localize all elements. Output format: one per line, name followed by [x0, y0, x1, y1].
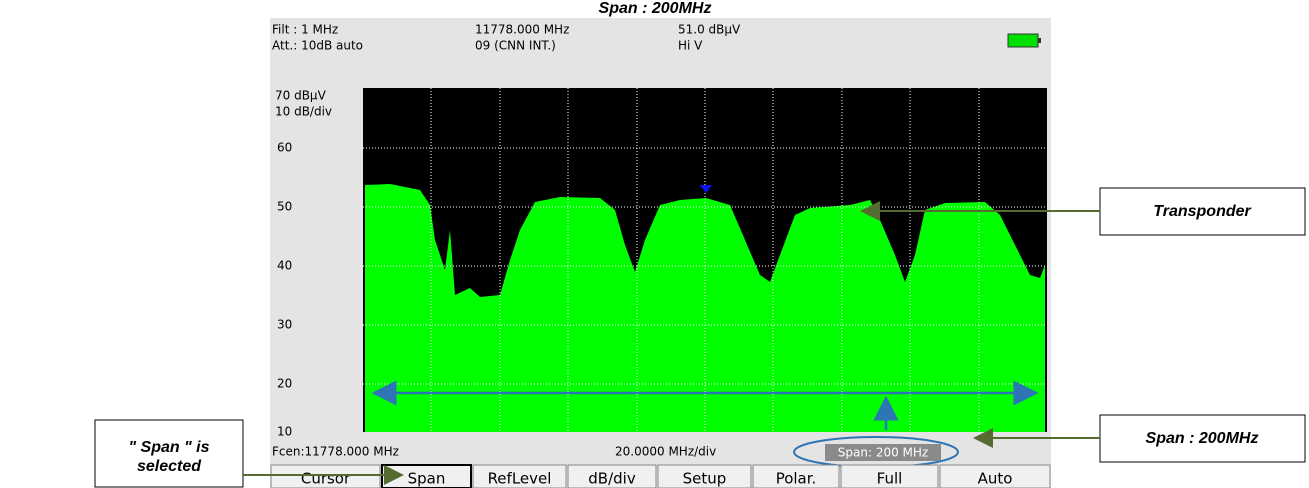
softkey[interactable] [472, 464, 567, 488]
softkey[interactable] [270, 464, 381, 488]
attenuation: Att.: 10dB auto [272, 39, 363, 53]
softkey-label[interactable]: Full [877, 470, 903, 488]
center-frequency: Fcen:11778.000 MHz [272, 445, 399, 459]
level: 51.0 dBµV [678, 23, 741, 37]
annotation: Span : 200MHz [1146, 430, 1259, 447]
softkey-label[interactable]: Auto [978, 470, 1013, 488]
span-box [825, 444, 941, 461]
filter: Filt : 1 MHz [272, 23, 338, 37]
softkey[interactable] [381, 464, 472, 488]
polarization: Hi V [678, 39, 703, 53]
reference-level: 70 dBµV [275, 89, 327, 103]
annotation-box [1099, 414, 1306, 463]
softkey[interactable] [939, 464, 1051, 488]
annotation-box [94, 419, 244, 488]
softkey-label[interactable]: dB/div [588, 470, 636, 488]
softkey-label[interactable]: Setup [683, 470, 727, 488]
title: Span : 200MHz [599, 0, 712, 17]
y-label: 50 [277, 200, 292, 214]
channel: 09 (CNN INT.) [475, 39, 556, 53]
battery [1007, 33, 1041, 48]
softkey-label[interactable]: Polar. [776, 470, 817, 488]
softkey[interactable] [567, 464, 657, 488]
scale: 10 dB/div [275, 105, 332, 119]
y-label: 20 [277, 377, 292, 391]
y-label: 60 [277, 141, 292, 155]
softkey-label[interactable]: RefLevel [488, 470, 552, 488]
softkey-label[interactable]: Cursor [301, 470, 351, 488]
softkey-label[interactable]: Span [408, 470, 446, 488]
y-label: 40 [277, 259, 292, 273]
softkeys: Cursor Span RefLevel dB/div Setup Polar. Full A… [270, 464, 1051, 488]
per-division: 20.0000 MHz/div [615, 445, 716, 459]
y-label: 30 [277, 318, 292, 332]
annotation: " Span " is [129, 439, 210, 456]
softkey[interactable] [840, 464, 939, 488]
marker [700, 185, 712, 193]
y-label: 10 [277, 425, 292, 439]
softkey[interactable] [752, 464, 840, 488]
annotation: Transponder [1153, 203, 1251, 220]
frequency: 11778.000 MHz [475, 23, 569, 37]
softkey[interactable] [657, 464, 752, 488]
span-value: Span: 200 MHz [838, 446, 928, 460]
annotation-box [1099, 187, 1306, 236]
annotation: selected [137, 458, 202, 475]
